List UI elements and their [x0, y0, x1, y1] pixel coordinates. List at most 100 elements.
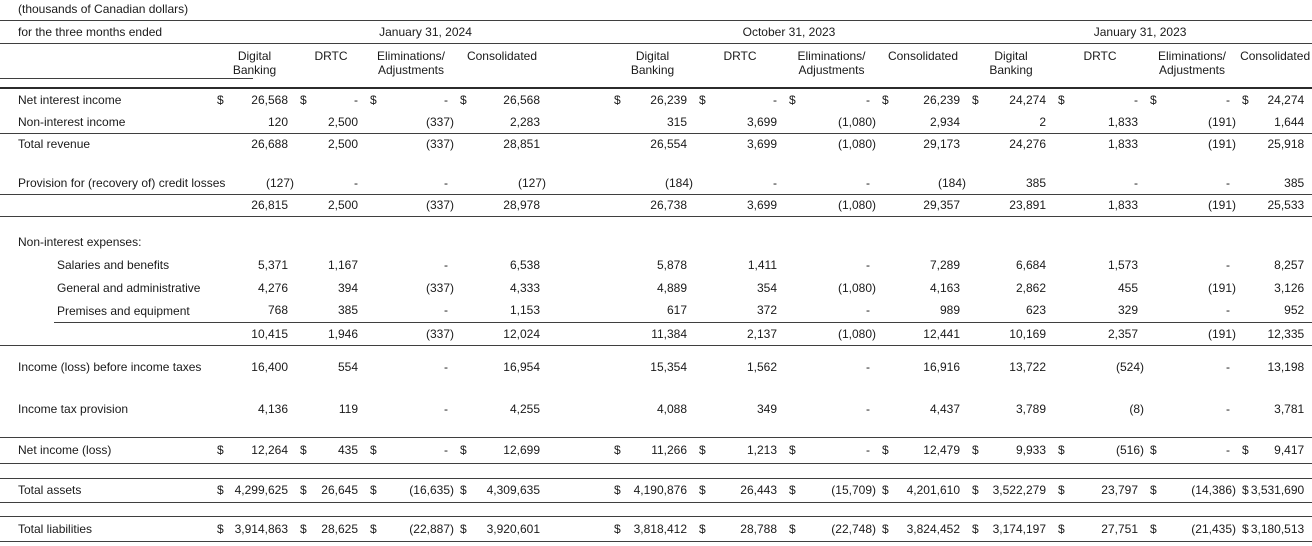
cell-net-income-6: $ - — [785, 436, 878, 464]
spacer-cell — [0, 345, 1312, 356]
dollar-sign: $ — [370, 443, 377, 457]
dollar-sign: $ — [972, 93, 979, 107]
cell-total-liabilities-3: $3,920,601 — [456, 515, 548, 542]
cell-provision-credit-losses-7: (184) — [878, 172, 968, 195]
row-non-interest-expenses-heading: Non-interest expenses: — [0, 231, 1312, 253]
group-gutter — [548, 194, 610, 217]
group-gutter — [548, 276, 610, 299]
dollar-sign: $ — [1058, 443, 1065, 457]
spacer-cell — [0, 155, 1312, 172]
cell-provision-credit-losses-0: (127) — [213, 172, 296, 195]
dollar-sign: $ — [972, 521, 979, 536]
cell-non-interest-income-0: 120 — [213, 111, 296, 134]
cell-revenue-after-provision-7: 29,357 — [878, 194, 968, 217]
cell-salaries-and-benefits-10: - — [1226, 257, 1230, 272]
group-gutter — [548, 322, 610, 346]
column-header-digital-p3: Digital Banking — [968, 43, 1054, 89]
row-label-salaries-and-benefits: Salaries and benefits — [57, 257, 170, 272]
dollar-sign: $ — [614, 521, 621, 536]
cell-provision-credit-losses-5: - — [695, 172, 785, 195]
dollar-sign: $ — [882, 483, 889, 497]
cell-net-interest-income-2: $ - — [370, 93, 448, 107]
cell-premises-and-equipment-6: - — [785, 299, 878, 323]
dollar-sign: $ — [1242, 521, 1249, 536]
cell-revenue-after-provision-8: 23,891 — [968, 194, 1054, 217]
cell-income-before-income-taxes-7: 16,916 — [923, 360, 960, 374]
cell-net-interest-income-10: $ - — [1150, 93, 1230, 107]
dollar-sign: $ — [300, 483, 307, 497]
section-label-non-interest-expenses-heading: Non-interest expenses: — [18, 235, 142, 249]
group-gutter — [548, 172, 610, 195]
dollar-sign: $ — [882, 521, 889, 536]
cell-non-interest-income-9: 1,833 — [1054, 111, 1146, 134]
spacer-row — [0, 216, 1312, 231]
cell-salaries-and-benefits-2: - — [444, 257, 448, 272]
cell-total-liabilities-8: $3,174,197 — [968, 515, 1054, 542]
cell-income-tax-provision-5: 349 — [756, 402, 777, 416]
period-caption: for the three months ended — [0, 20, 213, 44]
column-header-eliminations-p1: Eliminations/Adjustments — [366, 43, 456, 89]
cell-total-liabilities-2: $ (22,887) — [366, 515, 456, 542]
period-header-jan-31-2023: January 31, 2023 — [968, 20, 1312, 44]
cell-provision-credit-losses-11: 385 — [1238, 172, 1312, 195]
cell-total-non-interest-expenses-11: 12,335 — [1238, 322, 1312, 346]
cell-total-liabilities-7: $3,824,452 — [878, 515, 968, 542]
group-gutter — [548, 88, 610, 111]
dollar-sign: $ — [972, 483, 979, 497]
cell-premises-and-equipment-1: 385 — [296, 299, 366, 323]
group-gutter — [548, 133, 610, 155]
cell-total-liabilities-6: $ (22,748) — [785, 515, 878, 542]
cell-income-before-income-taxes-11: 13,198 — [1267, 360, 1305, 374]
dollar-sign: $ — [300, 443, 307, 457]
dollar-sign: $ — [1150, 93, 1157, 107]
cell-non-interest-income-3: 2,283 — [456, 111, 548, 134]
cell-non-interest-income-4: 315 — [610, 111, 695, 134]
cell-provision-credit-losses-1: - — [296, 172, 366, 195]
cell-general-and-administrative-11: 3,126 — [1274, 280, 1305, 295]
cell-salaries-and-benefits-11: 8,257 — [1274, 257, 1305, 272]
cell-general-and-administrative-10: (191) — [1207, 280, 1236, 295]
cell-general-and-administrative-8: 2,862 — [1015, 280, 1046, 295]
cell-total-non-interest-expenses-1: 1,946 — [296, 322, 366, 346]
cell-net-income-9: $ (516) — [1054, 436, 1146, 464]
cell-income-before-income-taxes-4: 15,354 — [650, 360, 687, 374]
row-label-premises-and-equipment: Premises and equipment — [0, 299, 213, 323]
cell-non-interest-income-8: 2 — [968, 111, 1054, 134]
row-non-interest-income: Non-interest income 120 2,500 (337) 2,283 315… — [0, 111, 1312, 134]
dollar-sign: $ — [217, 483, 224, 497]
column-header-eliminations-p2: Eliminations/Adjustments — [785, 43, 878, 89]
cell-total-non-interest-expenses-10: (191) — [1146, 322, 1238, 346]
dollar-sign: $ — [614, 93, 621, 107]
cell-income-before-income-taxes-8: 13,722 — [1009, 360, 1046, 374]
dollar-sign: $ — [789, 93, 796, 107]
dollar-sign: $ — [1242, 93, 1249, 107]
cell-revenue-after-provision-9: 1,833 — [1054, 194, 1146, 217]
period-header-row: for the three months ended January 31, 2… — [0, 20, 1312, 44]
cell-premises-and-equipment-0: 768 — [213, 299, 296, 323]
group-gutter — [548, 477, 610, 503]
dollar-sign: $ — [1242, 443, 1249, 457]
spacer-row — [0, 378, 1312, 398]
row-general-and-administrative: General and administrative 4,276 394 (337) 4… — [0, 276, 1312, 299]
dollar-sign: $ — [1150, 483, 1157, 497]
cell-total-revenue-0: 26,688 — [251, 137, 288, 152]
group-gutter — [548, 398, 610, 420]
cell-salaries-and-benefits-5: 1,411 — [747, 257, 777, 272]
row-label-total-revenue: Total revenue — [18, 137, 91, 152]
cell-revenue-after-provision-5: 3,699 — [695, 194, 785, 217]
row-income-tax-provision: Income tax provision 4,136 119 - 4,255 4,088 3… — [0, 398, 1312, 420]
cell-provision-credit-losses-10: - — [1146, 172, 1238, 195]
cell-total-revenue-5: 3,699 — [746, 137, 777, 152]
dollar-sign: $ — [699, 483, 706, 497]
cell-salaries-and-benefits-4: 5,878 — [656, 257, 687, 272]
spacer-row — [0, 345, 1312, 356]
cell-net-income-0: $12,264 — [213, 436, 296, 464]
cell-provision-credit-losses-9: - — [1054, 172, 1146, 195]
cell-premises-and-equipment-5: 372 — [695, 299, 785, 323]
cell-general-and-administrative-5: 354 — [756, 280, 777, 295]
cell-income-before-income-taxes-1: 554 — [337, 360, 358, 374]
cell-income-tax-provision-6: - — [866, 402, 870, 416]
units-note-row: (thousands of Canadian dollars) — [0, 0, 1312, 21]
row-total-liabilities: Total liabilities $3,914,863 $28,625 $ (22,8… — [0, 515, 1312, 542]
row-label-non-interest-income: Non-interest income — [0, 111, 213, 134]
